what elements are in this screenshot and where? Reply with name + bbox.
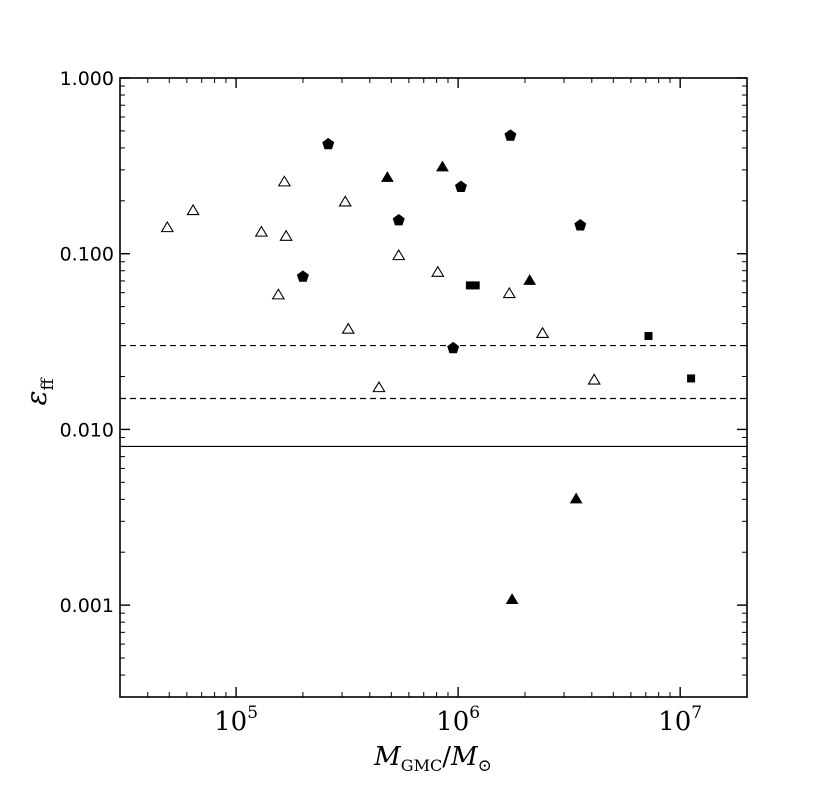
open-triangle-point [277, 175, 292, 187]
x-tick-exponent: 6 [469, 703, 480, 723]
filled-pentagon-point [454, 180, 467, 192]
x-tick-base: 10 [436, 707, 469, 737]
open-triangle-point [279, 229, 293, 241]
x-label-m1: M [373, 742, 402, 772]
y-tick-label: 1.000 [60, 68, 114, 90]
x-label-sub1: GMC [401, 756, 442, 775]
y-tick-label: 0.001 [60, 595, 114, 617]
y-tick-label: 0.100 [60, 244, 114, 266]
filled-square-point [687, 374, 696, 383]
x-tick-base: 10 [214, 707, 247, 737]
major-ticks [120, 77, 747, 697]
x-label-sub2: ⊙ [478, 756, 492, 776]
filled-pentagon-point [447, 341, 460, 354]
x-tick-label: 107 [658, 703, 702, 737]
filled-pentagon-point [574, 219, 587, 231]
y-tick-label: 0.010 [60, 419, 114, 441]
open-triangle-point [186, 203, 200, 216]
x-tick-base: 10 [658, 707, 691, 737]
x-tick-label: 105 [214, 703, 258, 737]
y-label-sub: ff [38, 377, 58, 391]
minor-ticks [119, 78, 748, 698]
filled-triangle-point [569, 492, 583, 504]
y-axis-label: εff [20, 377, 58, 406]
open-triangle-point [338, 195, 352, 207]
filled-triangle-point [523, 274, 537, 285]
filled-triangle-point [380, 171, 394, 182]
open-triangle-point [587, 373, 601, 385]
x-tick-exponent: 5 [247, 703, 258, 723]
open-triangle-point [392, 248, 406, 261]
filled-triangle-point [436, 160, 449, 172]
open-triangle-point [431, 265, 445, 277]
open-triangle-point [535, 326, 550, 338]
filled-square-point [471, 281, 480, 290]
filled-pentagon-point [504, 129, 517, 141]
x-label-slash: / [442, 742, 451, 772]
data-points [160, 129, 696, 604]
filled-square-point [465, 281, 474, 290]
filled-pentagon-point [296, 270, 309, 282]
x-label-m2: M [450, 742, 479, 772]
plot-frame [119, 77, 748, 698]
x-tick-exponent: 7 [691, 703, 702, 723]
x-tick-label: 106 [436, 703, 480, 737]
filled-square-point [644, 332, 653, 341]
x-tick-labels: 105 106 107 [214, 703, 702, 737]
open-triangle-point [502, 286, 516, 299]
open-triangle-point [254, 225, 269, 237]
x-axis-label: MGMC/M⊙ [373, 742, 492, 776]
filled-pentagon-point [322, 137, 335, 150]
open-triangle-point [160, 220, 174, 233]
reference-lines [120, 344, 747, 448]
open-triangle-point [271, 288, 286, 300]
filled-pentagon-point [392, 213, 405, 226]
open-triangle-point [341, 322, 355, 334]
open-triangle-point [372, 380, 386, 393]
filled-triangle-point [505, 593, 519, 604]
y-tick-labels: 0.001 0.010 0.100 1.000 [60, 68, 114, 617]
y-label-symbol: ε [20, 391, 53, 406]
